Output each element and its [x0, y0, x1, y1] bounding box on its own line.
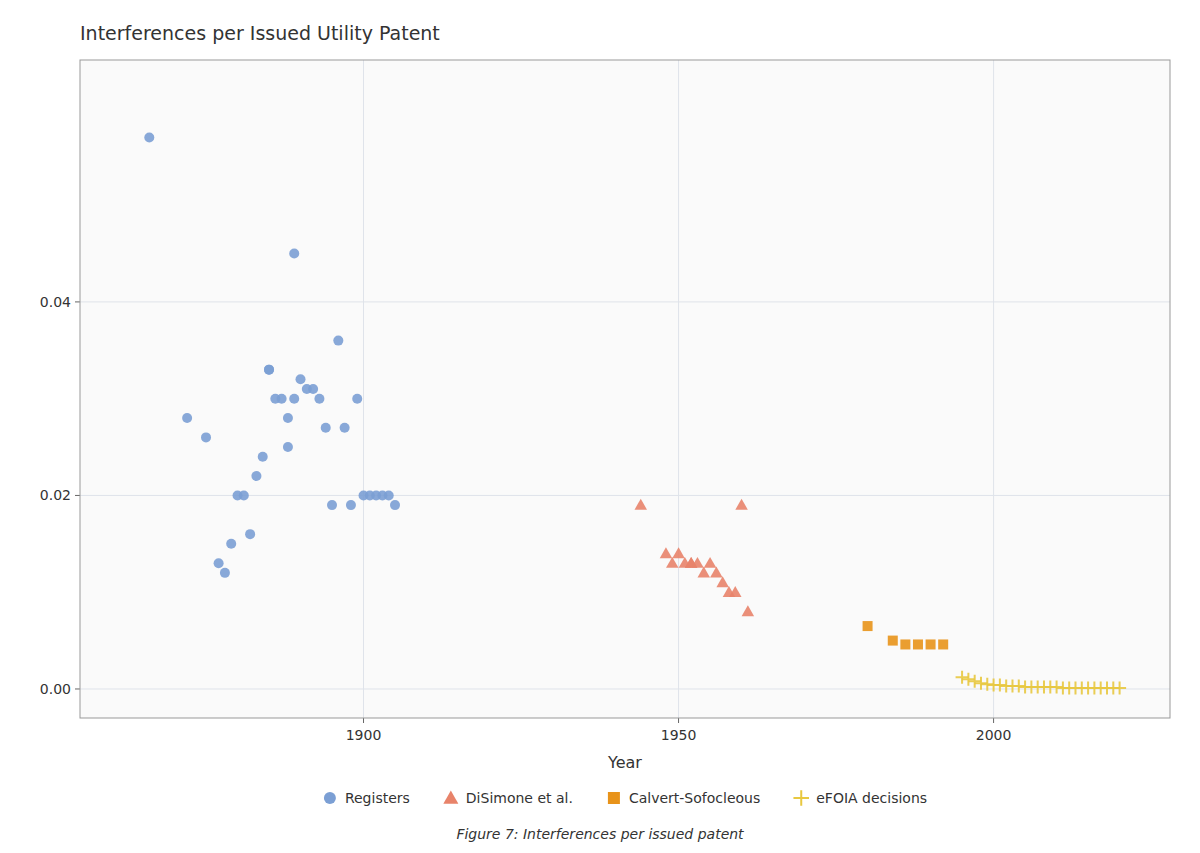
series-0	[144, 132, 400, 577]
tick-y	[75, 688, 80, 689]
point	[245, 529, 255, 539]
point	[333, 336, 343, 346]
point	[888, 636, 898, 646]
point	[926, 639, 936, 649]
point	[660, 547, 673, 558]
point	[296, 374, 306, 384]
grid-line-x	[678, 60, 679, 718]
point	[239, 490, 249, 500]
point	[144, 132, 154, 142]
point	[220, 568, 230, 578]
point	[289, 394, 299, 404]
point	[264, 365, 274, 375]
point	[666, 557, 679, 568]
point	[1113, 682, 1126, 695]
point	[277, 394, 287, 404]
legend-label: Calvert-Sofocleous	[629, 790, 760, 806]
legend: Registers DiSimone et al. Calvert-Sofocleo…	[324, 790, 927, 806]
axes: 1900 1950 2000 0.00 0.02 0.04	[40, 60, 1170, 743]
x-axis-label: Year	[607, 753, 642, 772]
point	[283, 442, 293, 452]
point	[340, 423, 350, 433]
point	[226, 539, 236, 549]
tick-label-y: 0.00	[40, 681, 71, 697]
point	[635, 499, 648, 510]
plot-frame	[80, 60, 1170, 718]
point	[913, 639, 923, 649]
point	[201, 432, 211, 442]
point	[691, 557, 704, 568]
point	[956, 671, 969, 684]
tick-y	[75, 495, 80, 496]
legend-swatch	[793, 790, 809, 806]
marks	[144, 132, 1126, 694]
point	[710, 567, 723, 578]
point	[289, 249, 299, 259]
point	[968, 675, 981, 688]
tick-y	[75, 301, 80, 302]
tick-x	[363, 718, 364, 723]
legend-swatch	[608, 792, 620, 804]
point	[314, 394, 324, 404]
chart: 1900 1950 2000 0.00 0.02 0.04 Interferences pe…	[0, 0, 1200, 853]
series-1	[635, 499, 755, 616]
point	[308, 384, 318, 394]
tick-x	[993, 718, 994, 723]
point	[214, 558, 224, 568]
grid-line-y	[80, 301, 1170, 302]
title: Interferences per Issued Utility Patent	[80, 22, 440, 44]
point	[729, 586, 742, 597]
legend-label: eFOIA decisions	[816, 790, 927, 806]
point	[704, 557, 717, 568]
tick-label-x: 1950	[661, 727, 697, 743]
point	[384, 490, 394, 500]
point	[716, 576, 729, 587]
point	[962, 673, 975, 686]
grid-line-x	[363, 60, 364, 718]
point	[258, 452, 268, 462]
series-3	[956, 671, 1127, 695]
tick-label-y: 0.04	[40, 294, 71, 310]
point	[352, 394, 362, 404]
plot-area	[80, 60, 1170, 718]
tick-label-y: 0.02	[40, 487, 71, 503]
point	[672, 547, 685, 558]
point	[863, 621, 873, 631]
point	[900, 639, 910, 649]
grid	[80, 60, 1170, 718]
point	[390, 500, 400, 510]
series-2	[863, 621, 949, 649]
legend-swatch	[324, 792, 336, 804]
point	[327, 500, 337, 510]
grid-line-x	[993, 60, 994, 718]
point	[938, 639, 948, 649]
point	[735, 499, 748, 510]
legend-label: Registers	[345, 790, 410, 806]
caption: Figure 7: Interferences per issued paten…	[456, 826, 744, 842]
point	[346, 500, 356, 510]
point	[321, 423, 331, 433]
point	[742, 605, 755, 616]
point	[698, 567, 711, 578]
point	[264, 365, 274, 375]
point	[251, 471, 261, 481]
legend-label: DiSimone et al.	[466, 790, 573, 806]
tick-x	[678, 718, 679, 723]
legend-swatch	[443, 791, 458, 804]
tick-label-x: 1900	[346, 727, 382, 743]
tick-label-x: 2000	[976, 727, 1012, 743]
point	[283, 413, 293, 423]
point	[182, 413, 192, 423]
